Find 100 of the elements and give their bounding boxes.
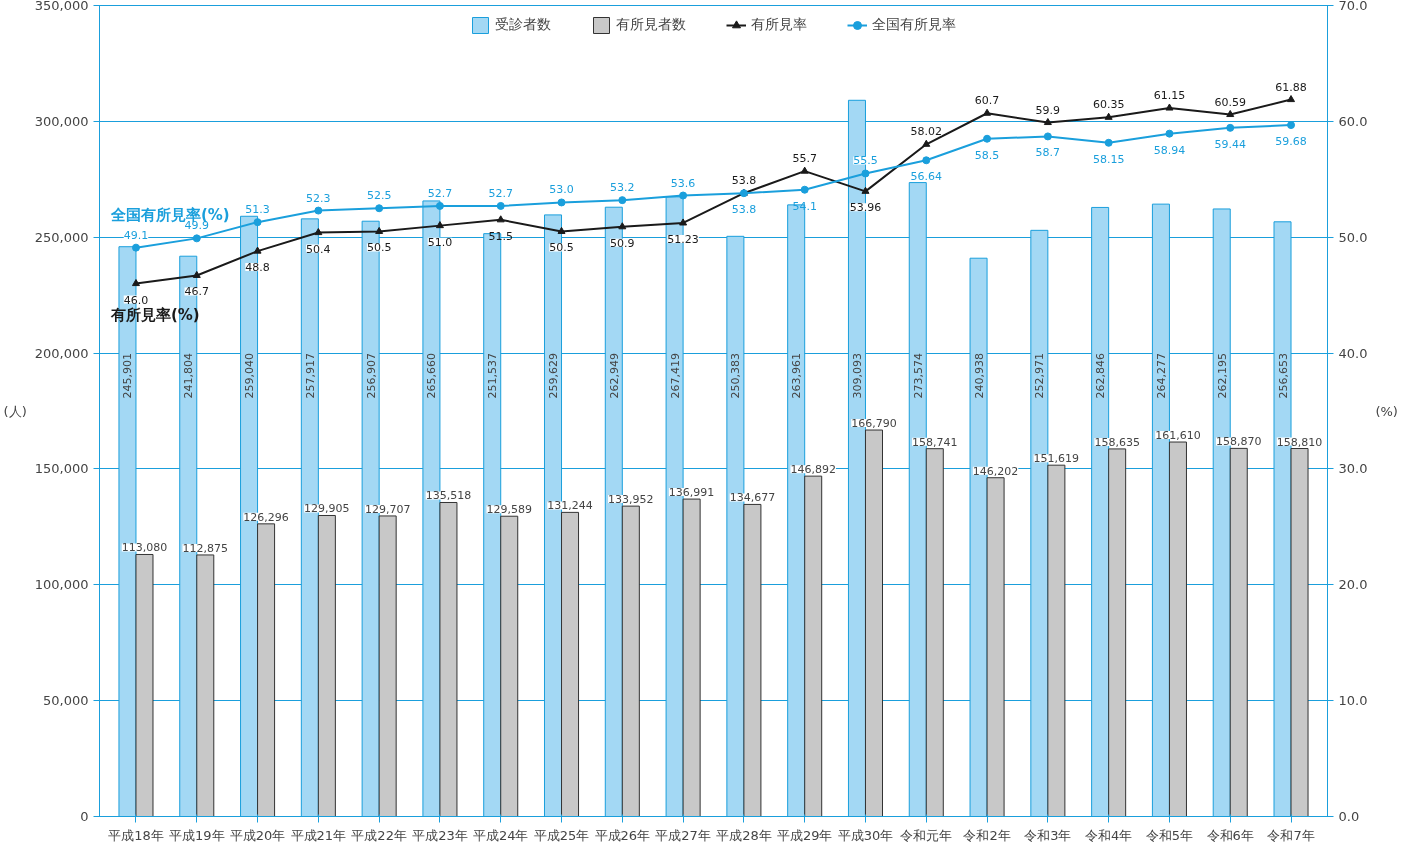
bar: [743, 503, 762, 817]
data-label: 245,901: [121, 353, 135, 399]
bar: [500, 515, 519, 817]
x-tick-label: 平成18年: [108, 827, 164, 843]
bar: [257, 523, 276, 817]
bar: [317, 514, 336, 817]
x-tick-label: 令和4年: [1085, 827, 1133, 843]
data-label: 60.7: [974, 94, 1000, 108]
point: [1104, 138, 1113, 147]
bar: [804, 475, 823, 817]
point: [557, 198, 566, 207]
x-tick-label: 令和元年: [900, 827, 953, 843]
y-tick-label: 200,000: [34, 345, 89, 361]
y2-axis-title: (%): [1375, 403, 1398, 419]
y-tick-label: 300,000: [34, 113, 89, 129]
data-label: 51.3: [245, 203, 270, 217]
data-label: 52.7: [427, 186, 453, 200]
data-label: 55.5: [853, 154, 878, 168]
data-label: 240,938: [972, 353, 986, 399]
point: [557, 226, 566, 234]
y-tick-label: 50,000: [43, 693, 89, 709]
point: [861, 169, 870, 178]
data-label: 58.7: [1035, 146, 1061, 160]
point: [1043, 117, 1052, 126]
point: [1165, 129, 1174, 138]
data-label: 129,905: [304, 502, 350, 516]
x-tick-label: 平成26年: [594, 827, 651, 843]
data-label: 59.68: [1275, 135, 1307, 149]
y-tick-label: 0: [80, 809, 89, 824]
legend-label: 有所見者数: [616, 16, 686, 34]
data-label: 56.64: [910, 170, 943, 184]
data-label: 53.8: [731, 203, 757, 217]
point: [435, 221, 444, 229]
annotation: 有所見率(%): [109, 305, 200, 324]
data-label: 129,589: [486, 503, 532, 517]
data-label: 53.6: [670, 176, 696, 190]
y2-tick-label: 30.0: [1338, 461, 1368, 477]
x-tick-label: 令和2年: [963, 827, 1011, 843]
data-label: 158,635: [1094, 435, 1140, 449]
data-label: 131,244: [547, 499, 593, 513]
bar: [1168, 441, 1187, 817]
data-label: 60.35: [1092, 98, 1125, 112]
point: [131, 279, 140, 287]
point: [679, 191, 688, 200]
legend-label: 全国有所見率: [872, 16, 956, 34]
data-label: 53.2: [610, 181, 635, 195]
point: [861, 186, 870, 194]
data-label: 50.4: [306, 242, 331, 256]
data-label: 133,952: [608, 493, 654, 507]
x-tick-label: 平成28年: [716, 827, 772, 843]
data-label: 158,810: [1276, 435, 1323, 449]
data-label: 59.44: [1214, 137, 1246, 151]
data-label: 158,741: [912, 435, 958, 449]
x-tick-label: 令和5年: [1145, 827, 1194, 843]
bar: [378, 515, 397, 817]
point: [496, 201, 505, 210]
bar: [682, 498, 701, 817]
data-label: 135,518: [425, 489, 472, 503]
bar: [1108, 448, 1127, 817]
y-axis-title: (人): [3, 403, 27, 419]
data-label: 251,537: [486, 353, 500, 399]
data-label: 61.15: [1153, 89, 1186, 103]
data-label: 61.88: [1275, 80, 1307, 94]
x-tick-label: 平成19年: [169, 827, 225, 843]
x-tick-label: 平成27年: [655, 827, 711, 843]
point: [1104, 112, 1113, 120]
y2-tick-label: 20.0: [1338, 577, 1368, 593]
data-label: 112,875: [182, 541, 229, 555]
point: [800, 185, 809, 194]
data-label: 257,917: [303, 353, 317, 399]
data-label: 50.9: [610, 236, 635, 250]
point: [192, 234, 201, 243]
point: [131, 243, 140, 252]
data-label: 146,202: [972, 464, 1019, 478]
x-tick-label: 令和7年: [1267, 827, 1315, 843]
point: [618, 196, 627, 205]
point: [679, 218, 688, 226]
y2-tick-label: 50.0: [1338, 229, 1368, 245]
legend-label: 有所見率: [751, 16, 807, 34]
x-tick-label: 平成24年: [472, 827, 529, 843]
point: [1043, 132, 1052, 141]
point: [192, 270, 201, 278]
data-label: 166,790: [851, 417, 897, 431]
bar: [986, 477, 1005, 817]
data-label: 262,846: [1094, 353, 1108, 399]
data-label: 53.0: [549, 183, 574, 197]
bar: [925, 448, 944, 817]
point: [1226, 123, 1235, 132]
point: [922, 139, 931, 147]
data-label: 48.8: [245, 261, 270, 275]
x-tick-label: 令和3年: [1024, 827, 1072, 843]
bar: [1229, 447, 1248, 817]
data-label: 50.5: [549, 241, 574, 255]
data-label: 52.3: [306, 191, 331, 205]
legend-label: 受診者数: [495, 16, 551, 34]
x-tick-label: 平成22年: [351, 827, 407, 843]
x-tick-label: 平成29年: [776, 827, 833, 843]
point: [1226, 109, 1235, 118]
bar: [561, 511, 580, 817]
data-label: 53.8: [731, 174, 757, 188]
